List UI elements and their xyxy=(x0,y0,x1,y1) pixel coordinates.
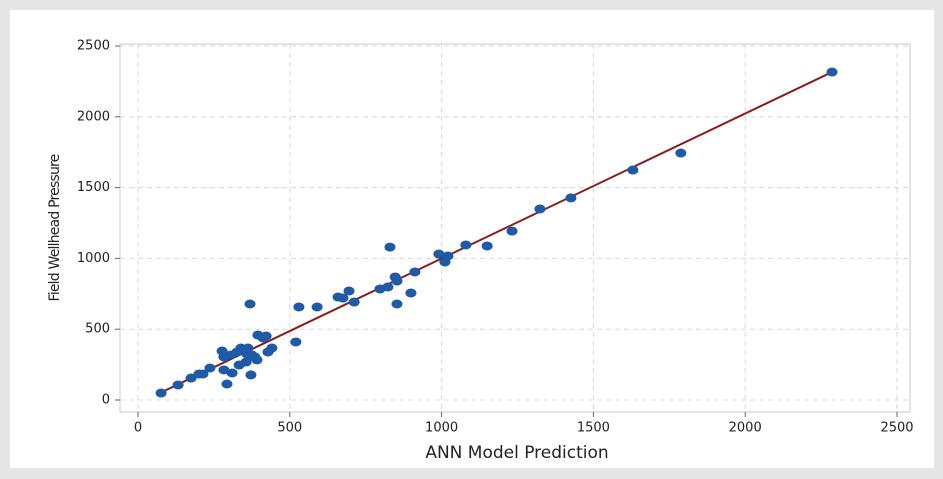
data-point xyxy=(343,286,355,296)
data-point xyxy=(266,343,278,353)
data-point xyxy=(565,193,577,203)
data-point xyxy=(391,299,403,309)
data-point xyxy=(826,67,838,77)
data-point xyxy=(481,241,493,251)
data-point xyxy=(460,240,472,250)
data-point xyxy=(155,388,167,398)
x-tick-label: 1000 xyxy=(425,421,458,436)
data-point xyxy=(185,373,197,383)
data-point xyxy=(506,226,518,236)
x-tick-label: 1500 xyxy=(577,421,610,436)
y-tick-label: 2500 xyxy=(77,39,110,54)
data-point xyxy=(260,331,272,341)
data-point xyxy=(244,299,256,309)
data-point xyxy=(197,369,209,379)
data-point xyxy=(442,251,454,261)
data-point xyxy=(172,380,184,390)
x-tick-label: 2500 xyxy=(880,421,913,436)
data-point xyxy=(382,282,394,292)
x-tick-label: 2000 xyxy=(729,421,762,436)
data-point xyxy=(534,204,546,214)
data-point xyxy=(293,302,305,312)
y-axis-title: Field Wellhead Pressure xyxy=(47,154,63,301)
y-tick-label: 0 xyxy=(102,393,110,408)
y-tick-label: 500 xyxy=(85,322,110,337)
data-point xyxy=(384,242,396,252)
data-point xyxy=(409,267,421,277)
fit-line xyxy=(159,71,833,394)
data-point xyxy=(405,288,417,298)
data-point xyxy=(242,343,254,353)
y-tick-label: 1000 xyxy=(77,251,110,266)
data-point xyxy=(251,355,263,365)
data-point xyxy=(348,297,360,307)
data-point xyxy=(204,363,216,373)
y-tick-label: 2000 xyxy=(77,109,110,124)
data-point xyxy=(627,165,639,175)
data-point xyxy=(675,148,687,158)
y-tick-label: 1500 xyxy=(77,180,110,195)
data-point xyxy=(433,249,445,259)
data-point xyxy=(245,370,257,380)
x-tick-label: 0 xyxy=(134,421,142,436)
data-point xyxy=(290,337,302,347)
data-point xyxy=(391,276,403,286)
data-point xyxy=(311,302,323,312)
data-point xyxy=(240,357,252,367)
data-point xyxy=(221,379,233,389)
data-point xyxy=(337,293,349,303)
data-point xyxy=(226,368,238,378)
x-axis-title: ANN Model Prediction xyxy=(425,443,608,463)
data-point xyxy=(218,365,230,375)
x-tick-label: 500 xyxy=(277,421,302,436)
